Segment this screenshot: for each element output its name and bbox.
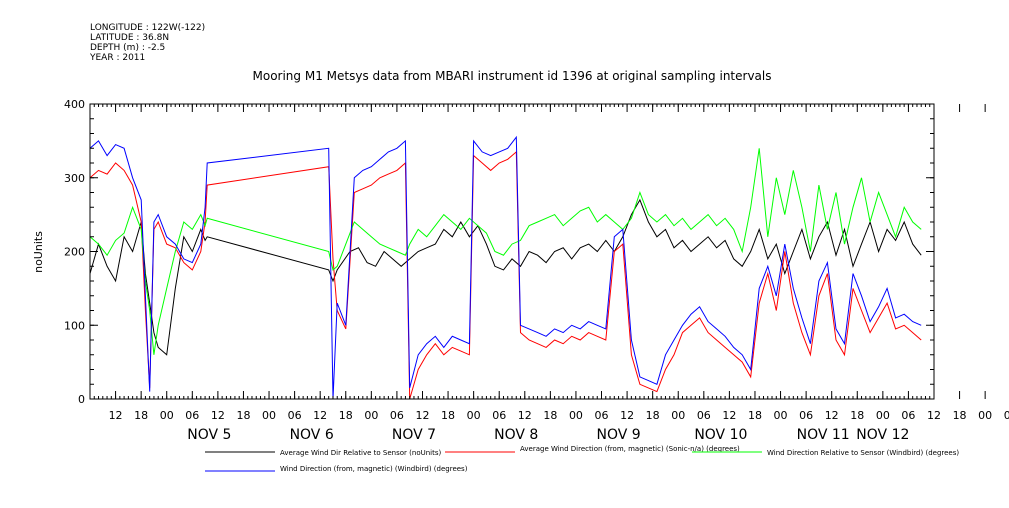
x-tick-label: 18 — [134, 409, 148, 422]
x-tick-label: 00 — [671, 409, 685, 422]
x-tick-label: 00 — [774, 409, 788, 422]
date-label: NOV 12 — [856, 427, 909, 443]
legend-label-3: Wind Direction (from, magnetic) (Windbir… — [280, 465, 468, 473]
y-axis-label: noUnits — [32, 231, 45, 273]
series-line-0 — [89, 198, 922, 356]
y-tick-label: 300 — [64, 172, 85, 185]
y-tick-label: 400 — [64, 98, 85, 111]
x-tick-label: 06 — [492, 409, 506, 422]
x-tick-label: 00 — [262, 409, 276, 422]
chart-title: Mooring M1 Metsys data from MBARI instru… — [253, 69, 772, 83]
date-label: NOV 9 — [596, 427, 640, 443]
x-tick-label: 00 — [364, 409, 378, 422]
axes: 0 100 200 300 400 12 18 00 06 12 18 00 06 12 18 00 06 12 1… — [64, 98, 1009, 443]
x-tick-label: 06 — [288, 409, 302, 422]
meta-year: YEAR : 2011 — [89, 53, 145, 63]
x-tick-label: 12 — [313, 409, 327, 422]
legend-label-0: Average Wind Dir Relative to Sensor (noU… — [280, 449, 441, 457]
x-tick-label: 18 — [236, 409, 250, 422]
x-tick-label: 12 — [620, 409, 634, 422]
x-tick-label: 12 — [825, 409, 839, 422]
y-tick-label: 100 — [64, 319, 85, 332]
x-tick-label: 00 — [876, 409, 890, 422]
x-tick-label: 18 — [748, 409, 762, 422]
meta-block: LONGITUDE : 122W(-122) LATITUDE : 36.8N … — [89, 23, 205, 63]
x-tick-label: 18 — [646, 409, 660, 422]
meta-longitude: LONGITUDE : 122W(-122) — [90, 23, 205, 33]
plot-frame — [89, 103, 935, 400]
x-tick-label: 06 — [185, 409, 199, 422]
x-tick-label: 06 — [901, 409, 915, 422]
date-label: NOV 8 — [494, 427, 538, 443]
date-label: NOV 5 — [187, 427, 231, 443]
x-tick-label: 00 — [978, 409, 992, 422]
x-tick-label: 12 — [518, 409, 532, 422]
x-tick-label: 18 — [953, 409, 967, 422]
x-tick-label: 12 — [211, 409, 225, 422]
y-tick-label: 200 — [64, 246, 85, 259]
meta-depth: DEPTH (m) : -2.5 — [90, 43, 165, 53]
date-label: NOV 10 — [694, 427, 747, 443]
x-tick-label: 00 — [569, 409, 583, 422]
x-tick-label: 06 — [390, 409, 404, 422]
x-tick-label: 06 — [799, 409, 813, 422]
x-tick-label: 18 — [543, 409, 557, 422]
x-tick-label: 12 — [722, 409, 736, 422]
legend: Average Wind Dir Relative to Sensor (noU… — [205, 445, 959, 473]
x-tick-label: 18 — [441, 409, 455, 422]
x-tick-label: 12 — [927, 409, 941, 422]
x-tick-label: 12 — [415, 409, 429, 422]
date-label: NOV 7 — [392, 427, 436, 443]
series-line-2 — [89, 148, 922, 355]
x-tick-label: 12 — [109, 409, 123, 422]
y-tick-label: 0 — [78, 393, 85, 406]
plot-area — [89, 135, 922, 400]
x-tick-label: 06 — [697, 409, 711, 422]
series-line-1 — [89, 150, 922, 400]
series-line-3 — [89, 135, 922, 400]
x-tick-label: 00 — [160, 409, 174, 422]
x-tick-label: 18 — [339, 409, 353, 422]
x-tick-label: 06 — [1004, 409, 1009, 422]
x-tick-label: 18 — [850, 409, 864, 422]
legend-label-2: Wind Direction Relative to Sensor (Windb… — [767, 449, 959, 457]
date-label: NOV 6 — [290, 427, 334, 443]
date-label: NOV 11 — [797, 427, 850, 443]
x-tick-label: 00 — [467, 409, 481, 422]
meta-latitude: LATITUDE : 36.8N — [90, 33, 169, 43]
x-tick-label: 06 — [595, 409, 609, 422]
legend-label-1: Average Wind Direction (from, magnetic) … — [520, 445, 740, 453]
